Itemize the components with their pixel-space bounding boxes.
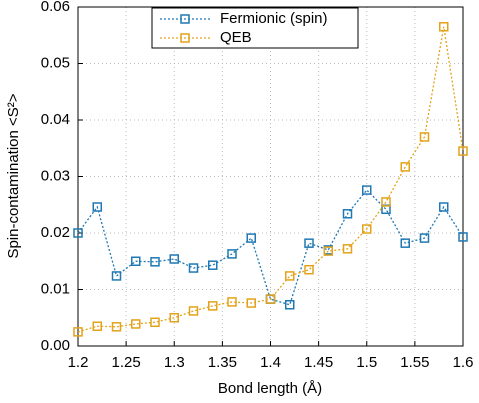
x-axis-label: Bond length (Å): [218, 380, 322, 397]
marker: [150, 317, 160, 328]
marker: [92, 202, 102, 212]
marker: [111, 271, 122, 281]
legend-label: QEB: [220, 29, 252, 46]
y-tick-label: 0.03: [41, 167, 70, 184]
x-tick-label: 1.45: [304, 354, 333, 371]
x-tick-label: 1.55: [400, 354, 429, 371]
marker: [73, 327, 83, 337]
marker: [92, 321, 102, 331]
x-tick-label: 1.25: [112, 354, 141, 371]
marker: [458, 232, 468, 242]
marker: [246, 233, 256, 243]
y-tick-label: 0.00: [41, 337, 70, 354]
marker: [169, 313, 179, 323]
series-line: [77, 189, 464, 306]
y-axis-label: Spin-contamination <S²>: [5, 93, 22, 258]
marker: [400, 162, 410, 172]
marker: [342, 209, 353, 219]
series-line: [77, 26, 464, 333]
marker: [265, 294, 276, 304]
marker: [400, 238, 410, 248]
marker: [169, 254, 179, 264]
marker: [246, 298, 256, 308]
marker: [419, 233, 430, 243]
x-tick-label: 1.6: [453, 354, 474, 371]
marker: [227, 297, 237, 307]
y-tick-label: 0.02: [41, 224, 70, 241]
marker: [381, 197, 391, 207]
marker: [439, 22, 449, 32]
y-tick-label: 0.06: [41, 0, 70, 15]
marker: [150, 257, 160, 267]
marker: [362, 224, 372, 234]
y-tick-label: 0.04: [41, 111, 70, 128]
marker: [111, 322, 122, 332]
marker: [342, 244, 353, 254]
marker: [323, 246, 333, 256]
x-tick-label: 1.35: [208, 354, 237, 371]
marker: [362, 185, 372, 195]
legend-label: Fermionic (spin): [220, 10, 328, 27]
marker: [419, 132, 430, 142]
marker: [458, 146, 468, 156]
marker: [285, 300, 295, 310]
x-tick-label: 1.2: [68, 354, 89, 371]
marker: [304, 264, 314, 275]
marker: [131, 319, 141, 329]
marker: [188, 263, 199, 273]
marker: [188, 306, 199, 316]
marker: [208, 260, 218, 270]
marker: [208, 301, 218, 311]
marker: [304, 238, 314, 248]
legend-marker: [180, 14, 190, 24]
y-tick-label: 0.01: [41, 280, 70, 297]
marker: [227, 249, 237, 259]
marker: [285, 271, 295, 281]
legend-marker: [180, 33, 190, 43]
marker: [439, 202, 449, 212]
x-tick-label: 1.5: [356, 354, 377, 371]
x-tick-label: 1.4: [260, 354, 281, 371]
marker: [131, 256, 141, 266]
plot-frame: [77, 6, 464, 347]
y-tick-label: 0.05: [41, 54, 70, 71]
x-tick-label: 1.3: [164, 354, 185, 371]
marker: [73, 228, 83, 238]
